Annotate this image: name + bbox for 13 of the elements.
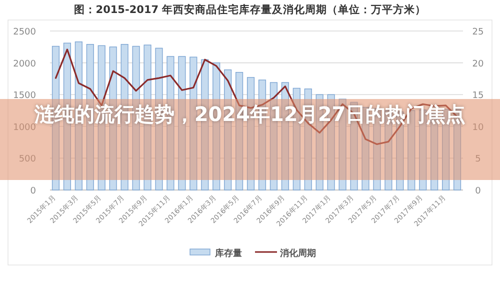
y2-tick-label: 25 [472,28,484,38]
y-tick-label: 1000 [13,122,36,133]
chart-title: 图：2015-2017 年西安商品住宅库存量及消化周期（单位：万平方米） [74,3,426,16]
y-tick-label: 2500 [13,28,36,38]
y2-tick-label: 20 [472,59,484,70]
y-tick-label: 0 [30,186,36,196]
y-tick-label: 2000 [13,59,36,70]
bar [178,56,186,190]
y2-tick-label: 15 [472,91,484,102]
legend-label: 库存量 [214,248,242,259]
legend-label: 消化周期 [279,248,316,259]
y-tick-label: 1500 [13,91,36,102]
y2-tick-label: 0 [475,186,482,196]
